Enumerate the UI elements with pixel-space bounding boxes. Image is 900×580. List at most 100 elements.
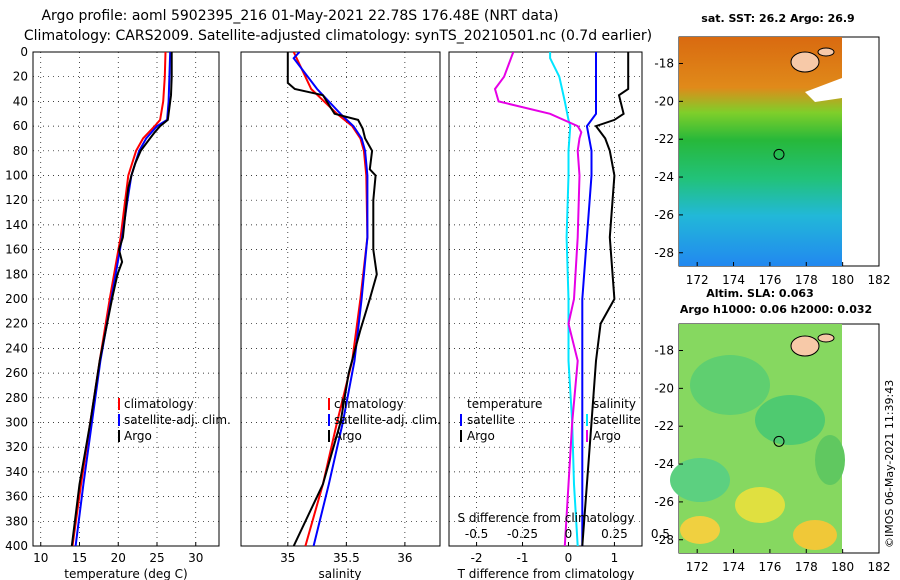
map-lat-tick-label: -18 [654,343,674,357]
sst-map [678,36,880,267]
legend-label-argo: Argo [124,429,152,443]
map-lon-tick-label: 178 [795,560,818,574]
series-line-argo [286,52,378,546]
depth-tick-label: 180 [5,267,28,281]
depth-tick-label: 160 [5,243,28,257]
sla-blob [690,355,770,415]
s-tick-label: 0.25 [601,527,628,541]
map-lon-tick-label: 176 [758,560,781,574]
s-difference-axis-label: S difference from climatology [458,511,635,525]
depth-tick-label: 400 [5,539,28,553]
map-lon-tick-label: 180 [831,560,854,574]
map-lon-tick-label: 178 [795,273,818,287]
fiji-island-1 [790,51,820,73]
map-lat-tick-label: -26 [654,495,674,509]
credit-text: ©IMOS 06-May-2021 11:39:43 [883,380,896,548]
sla-map [670,323,880,554]
sla-map-title-1: Altim. SLA: 0.063 [706,287,813,300]
salinity-legend: climatology satellite-adj. clim. Argo [328,397,441,443]
legend-label-t-argo: Argo [467,429,495,443]
sst-land-mask [805,78,842,102]
salinity-tick-labels: 35 35.5 36 [280,542,413,565]
fiji-island-1 [790,335,820,357]
depth-tick-label: 100 [5,169,28,183]
temperature-lines [70,52,173,546]
map-lon-tick-label: 182 [868,273,891,287]
difference-lines [493,52,630,546]
salinity-grid [241,51,440,547]
s-tick-label: 0.5 [651,527,670,541]
map-lon-tick-label: 172 [686,273,709,287]
x-tick-label: 25 [149,551,164,565]
depth-tick-label: 240 [5,341,28,355]
t-difference-axis-label: T difference from climatology [457,567,635,580]
series-line-s-argo [493,52,583,546]
t-difference-tick-labels: -2 -1 0 1 [471,542,618,565]
depth-tick-label: 380 [5,514,28,528]
depth-tick-label: 40 [13,94,28,108]
map-lon-tick-label: 182 [868,560,891,574]
figure-title-2: Climatology: CARS2009. Satellite-adjuste… [24,28,652,44]
depth-tick-label: 0 [20,45,28,59]
series-line-argo [70,52,173,546]
fiji-island-2 [817,333,835,343]
depth-tick-label: 120 [5,193,28,207]
sla-blob [793,520,837,550]
depth-tick-label: 140 [5,218,28,232]
depth-tick-label: 340 [5,465,28,479]
temperature-plot-frame [32,51,220,547]
legend-label-climatology: climatology [124,397,194,411]
x-tick-label: 35 [280,551,295,565]
temperature-tick-labels: 10 15 20 25 30 [33,542,203,565]
salinity-axis-label: salinity [318,567,361,580]
series-line-t-argo [581,52,630,546]
sst-field [679,37,842,266]
map-lat-tick-label: -22 [654,419,674,433]
depth-tick-labels: 0 20 40 60 80 100 120 140 160 180 200 220 240 260 280 3… [5,45,28,553]
sla-argo-location-marker [773,435,785,447]
depth-tick-label: 320 [5,440,28,454]
map-lat-tick-label: -20 [654,381,674,395]
legend-label-satellite: satellite-adj. clim. [334,413,441,427]
x-tick-label: 35.5 [333,551,360,565]
map-lon-tick-label: 172 [686,560,709,574]
legend-label-argo: Argo [334,429,362,443]
s-difference-tick-labels: -0.5 -0.25 0 0.25 0.5 [465,527,670,541]
x-tick-label: -2 [471,551,483,565]
legend-label-climatology: climatology [334,397,404,411]
temperature-legend: climatology satellite-adj. clim. Argo [118,397,231,443]
map-lon-tick-label: 180 [831,273,854,287]
sla-map-ticks: -18 -20 -22 -24 -26 -28 172 174 176 178 180 182 [654,343,890,574]
map-lat-tick-label: -18 [654,56,674,70]
fiji-island-2 [817,47,835,57]
x-tick-label: -1 [517,551,529,565]
sla-blob [680,516,720,544]
map-lat-tick-label: -26 [654,208,674,222]
depth-tick-label: 80 [13,144,28,158]
difference-grid [449,51,642,547]
depth-tick-label: 200 [5,292,28,306]
depth-tick-label: 300 [5,416,28,430]
x-tick-label: 36 [397,551,412,565]
sla-blob [815,435,845,485]
difference-legend: temperature satellite Argo salinity sate… [460,397,641,443]
s-tick-label: -0.25 [507,527,538,541]
depth-tick-label: 260 [5,366,28,380]
x-tick-label: 10 [33,551,48,565]
series-line-satellite-adj-clim- [292,52,369,546]
map-lat-tick-label: -20 [654,94,674,108]
sst-argo-location-marker [773,148,785,160]
sst-map-ticks: -18 -20 -22 -24 -26 -28 172 174 176 178 180 182 [654,56,890,287]
map-lat-tick-label: -24 [654,170,674,184]
series-line-s-satellite [549,52,579,546]
s-tick-label: -0.5 [465,527,488,541]
depth-tick-label: 220 [5,317,28,331]
temperature-grid [33,51,219,547]
temperature-axis-label: temperature (deg C) [64,567,187,580]
map-lon-tick-label: 176 [758,273,781,287]
salinity-lines [286,52,378,546]
legend-title-temperature: temperature [467,397,542,411]
series-line-t-satellite [581,52,597,546]
legend-label-satellite: satellite-adj. clim. [124,413,231,427]
